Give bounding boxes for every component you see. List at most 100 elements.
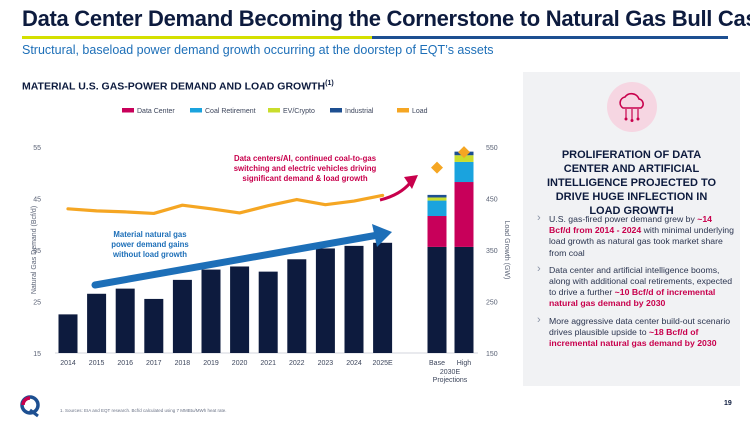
annotation-red: significant demand & load growth [242,174,367,183]
x-tick-label: 2023 [318,360,334,367]
bar-segment [172,279,192,353]
legend-item: EV/Crypto [268,108,315,115]
x-tick-label: 2018 [175,360,191,367]
y-right-axis-title: Load Growth (GW) [503,221,510,280]
legend-swatch [268,108,280,113]
page-number: 19 [724,400,732,407]
y-tick-label: 15 [33,351,41,358]
bar-segment [230,266,250,353]
bar-segment [427,194,447,198]
y-right-tick-label: 250 [486,300,498,307]
legend-swatch [190,108,202,113]
bullet-text: More aggressive data center build-out sc… [549,315,731,337]
legend-item: Data Center [122,108,175,115]
footnote: 1. Sources: EIA and EQT research. Bcf/d … [60,408,227,413]
trend-arrow-blue-head [372,224,392,247]
bar-segment [201,269,221,353]
y-right-tick-label: 450 [486,197,498,204]
x-tick-label: 2015 [89,360,105,367]
bar-segment [58,314,78,353]
x-tick-label: 2014 [60,360,76,367]
x-tick-label: 2017 [146,360,162,367]
legend-item: Industrial [330,108,374,115]
x-tick-label: 2019 [203,360,219,367]
bullet-highlight: ~14 Bcf/d from 2014 - 2024 [549,214,712,236]
load-projection-marker [458,146,470,159]
x-tick-label: 2024 [346,360,362,367]
bar-segment [115,288,135,353]
y-right-tick-label: 350 [486,248,498,255]
title-underline [372,36,728,39]
title-underline-accent [22,36,372,39]
legend-swatch [397,108,409,113]
x-tick-label: 2022 [289,360,305,367]
x-tick-label: High [457,360,472,367]
y-tick-label: 55 [33,145,41,152]
bullet-text: with minimal underlying load growth as n… [549,225,734,258]
bar-segment [427,197,447,201]
legend-label: Industrial [345,108,374,115]
x-tick-label: Base [429,360,445,367]
bar-segment [454,182,474,247]
bar-segment [454,155,474,162]
y-tick-label: 45 [33,197,41,204]
annotation-red: Data centers/AI, continued coal-to-gas [234,154,377,163]
y-tick-label: 35 [33,248,41,255]
bullet-item: U.S. gas-fired power demand grew by ~14 … [537,213,735,259]
bar-segment [87,293,107,353]
bar-segment [454,161,474,183]
cloud-circuit-icon [607,82,657,132]
eqt-logo-icon [18,394,42,418]
bar-segment [258,271,278,353]
annotation-blue: Material natural gas [113,230,187,239]
bullet-highlight: ~18 Bcf/d of incremental natural gas dem… [549,326,717,349]
x-group-label: 2030E [440,369,461,376]
legend-label: Data Center [137,108,175,115]
bar-segment [344,245,364,353]
load-line [66,193,385,216]
bullet-highlight: ~10 Bcf/d of incremental natural gas dem… [549,287,716,309]
bullet-text: Data center and artificial intelligence … [549,264,733,298]
x-tick-label: 2025E [372,360,393,367]
legend-label: EV/Crypto [283,108,315,115]
legend-label: Load [412,108,428,115]
demand-chart: Data Center Coal Retirement EV/Crypto Indus… [31,108,510,384]
x-group-label: Projections [433,377,468,384]
y-right-tick-label: 150 [486,351,498,358]
trend-arrow-red-head [404,175,418,189]
chart-heading: MATERIAL U.S. GAS-POWER DEMAND AND LOAD … [22,80,334,93]
legend-label: Coal Retirement [205,108,256,115]
load-projection-marker [431,161,443,174]
x-tick-label: 2016 [117,360,133,367]
slide-subtitle: Structural, baseload power demand growth… [22,43,494,57]
annotation-blue: without load growth [112,250,187,259]
y-axis-title: Natural Gas Demand (Bcf/d) [31,206,38,294]
x-tick-label: 2020 [232,360,248,367]
y-tick-label: 25 [33,300,41,307]
chart-legend: Data Center Coal Retirement EV/Crypto Indus… [122,108,428,115]
legend-swatch [330,108,342,113]
bullet-item: More aggressive data center build-out sc… [537,315,735,350]
bullet-item: Data center and artificial intelligence … [537,264,735,310]
bullet-text: U.S. gas-fired power demand grew by [549,214,698,224]
bar-segment [144,298,164,353]
bar-segment [427,246,447,353]
bar-segment [373,242,393,353]
annotation-blue: power demand gains [111,240,189,249]
x-tick-label: 2021 [260,360,276,367]
y-right-tick-label: 550 [486,145,498,152]
annotation-red: switching and electric vehicles driving [234,164,377,173]
legend-item: Load [397,108,428,115]
bar-segment [287,259,307,353]
slide-title: Data Center Demand Becoming the Cornerst… [22,6,750,31]
insight-panel: PROLIFERATION OF DATA CENTER AND ARTIFIC… [523,72,740,386]
bar-segment [427,200,447,217]
bar-segment [315,248,335,353]
bar-segment [427,216,447,247]
legend-item: Coal Retirement [190,108,256,115]
panel-title: PROLIFERATION OF DATA CENTER AND ARTIFIC… [546,149,717,217]
trend-arrow-blue [91,231,382,289]
bar-segment [454,246,474,353]
panel-bullets: U.S. gas-fired power demand grew by ~14 … [537,213,735,355]
chart-heading-footnote-ref: (1) [325,80,334,87]
